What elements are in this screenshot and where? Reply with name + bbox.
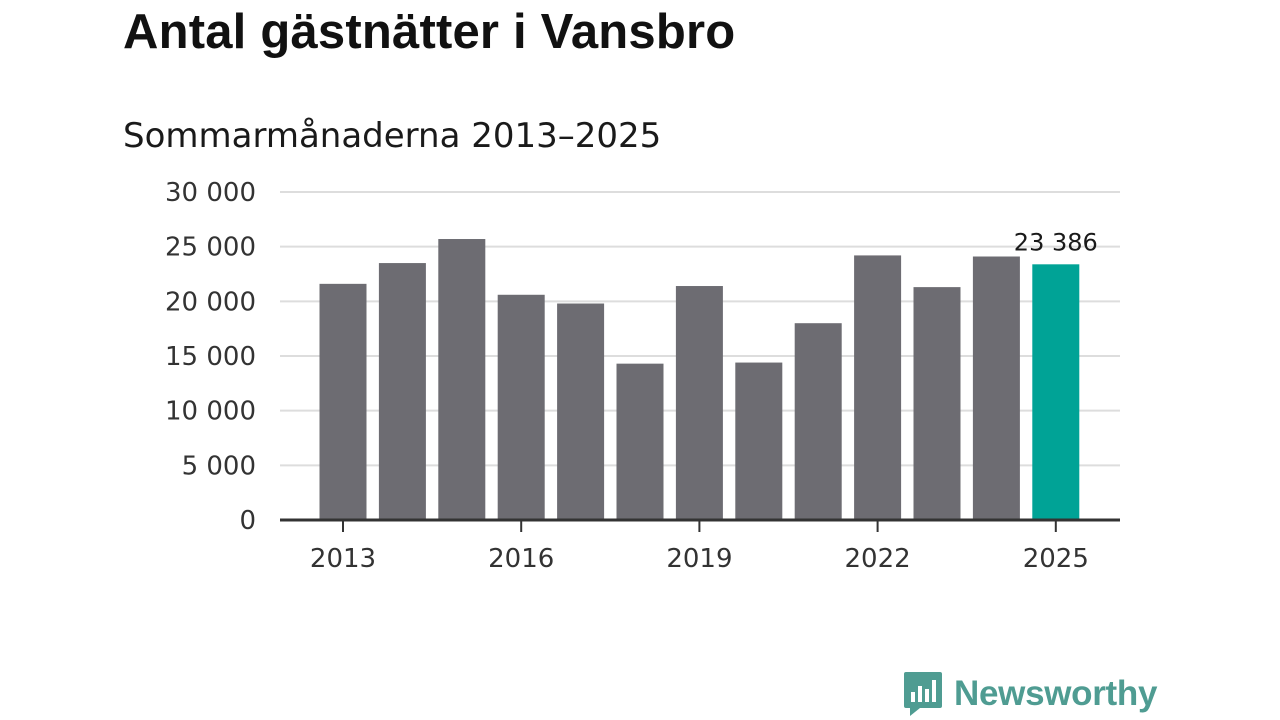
y-tick-label: 25 000 <box>165 233 256 263</box>
y-tick-label: 30 000 <box>165 178 256 208</box>
chart-subtitle: Sommarmånaderna 2013–2025 <box>123 116 662 156</box>
bar <box>854 255 902 520</box>
brand-logo: Newsworthy <box>902 670 1157 718</box>
bar <box>557 303 605 520</box>
newsworthy-logo-icon <box>904 672 942 716</box>
y-tick-label: 5 000 <box>182 451 256 481</box>
bar <box>319 283 367 520</box>
bar <box>913 287 961 520</box>
bar <box>675 286 723 520</box>
bar-highlight <box>1032 264 1080 520</box>
bar <box>735 362 783 520</box>
x-tick-label: 2025 <box>1023 544 1089 574</box>
bar <box>378 263 426 520</box>
bar <box>972 256 1020 520</box>
x-tick-label: 2022 <box>845 544 911 574</box>
y-axis-ticks: 0 5 000 10 000 15 000 20 000 25 000 30 000 <box>165 178 256 536</box>
bar <box>497 294 545 520</box>
bar <box>616 363 664 520</box>
x-axis-ticks: 2013 2016 2019 2022 2025 <box>310 520 1089 574</box>
data-label: 23 386 <box>1014 228 1098 256</box>
y-tick-label: 15 000 <box>165 342 256 372</box>
data-labels: 23 386 <box>1014 228 1098 256</box>
bars <box>319 239 1080 520</box>
y-tick-label: 0 <box>239 506 256 536</box>
y-tick-label: 10 000 <box>165 397 256 427</box>
bar <box>438 239 486 520</box>
x-tick-label: 2019 <box>666 544 732 574</box>
x-tick-label: 2013 <box>310 544 376 574</box>
brand-name: Newsworthy <box>954 674 1158 713</box>
x-tick-label: 2016 <box>488 544 554 574</box>
chart-title: Antal gästnätter i Vansbro <box>123 5 736 59</box>
bar <box>794 323 842 520</box>
y-tick-label: 20 000 <box>165 287 256 317</box>
bar-chart: 0 5 000 10 000 15 000 20 000 25 000 30 000 23 … <box>165 178 1120 574</box>
